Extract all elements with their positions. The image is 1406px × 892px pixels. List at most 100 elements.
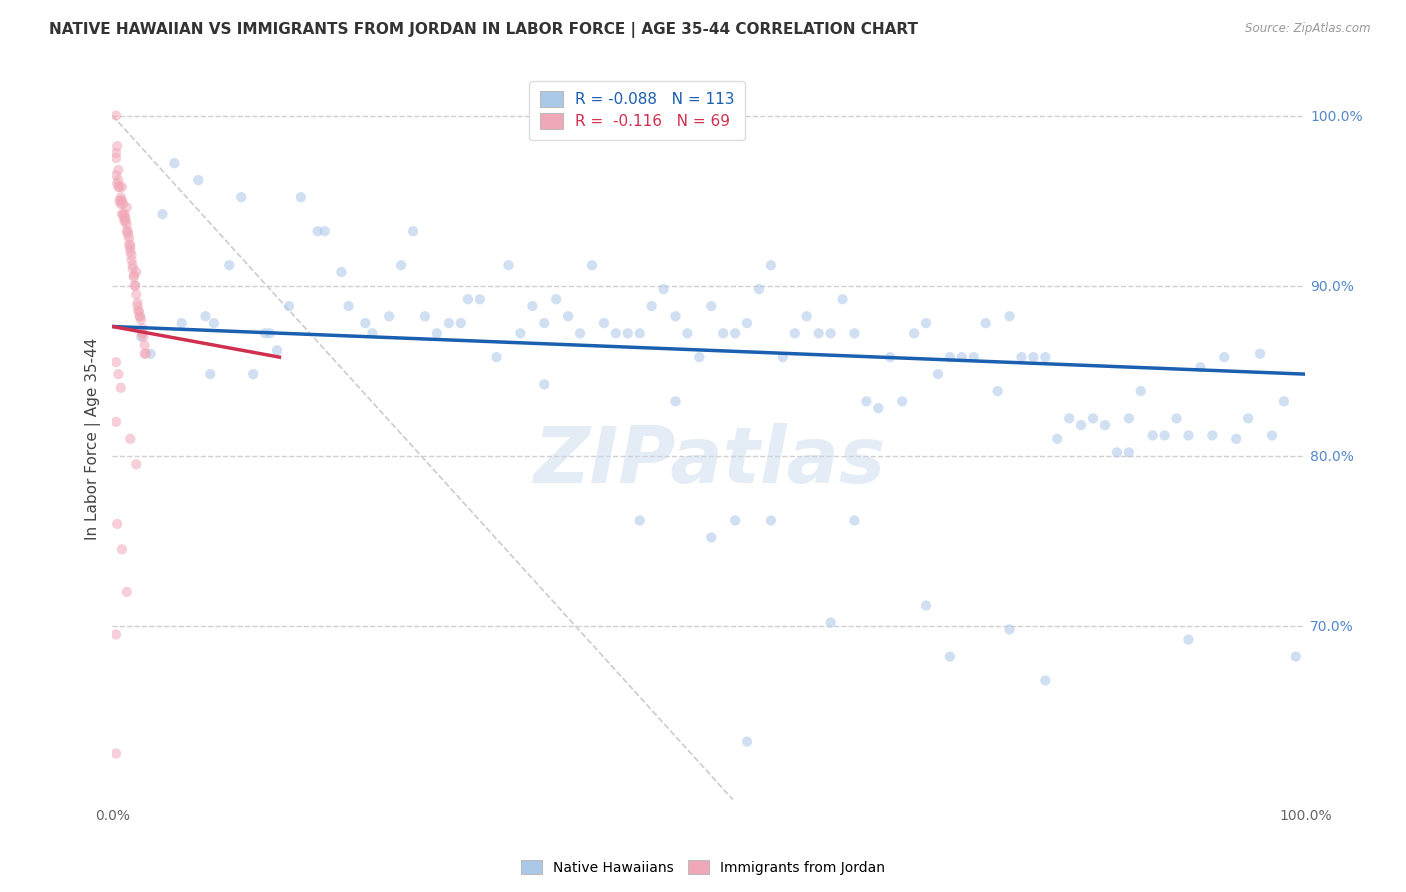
Point (772, 350, 794, 364)
Point (868, 401, 890, 416)
Point (107, 367, 129, 381)
Point (112, 207, 135, 221)
Point (688, 350, 710, 364)
Point (125, 265, 148, 279)
Point (605, 326, 627, 341)
Point (1272, 394, 1295, 409)
Point (522, 299, 544, 313)
Point (1142, 428, 1164, 442)
Point (807, 326, 830, 341)
Point (111, 207, 134, 221)
Point (735, 316, 758, 330)
Point (121, 258, 143, 272)
Point (120, 241, 142, 255)
Point (533, 377, 555, 392)
Point (1153, 428, 1175, 442)
Point (104, 415, 127, 429)
Point (748, 282, 770, 296)
Text: ZIPatlas: ZIPatlas (533, 423, 884, 499)
Point (915, 599, 938, 613)
Point (593, 316, 616, 330)
Point (110, 194, 132, 208)
Text: NATIVE HAWAIIAN VS IMMIGRANTS FROM JORDAN IN LABOR FORCE | AGE 35-44 CORRELATION: NATIVE HAWAIIAN VS IMMIGRANTS FROM JORDA… (49, 22, 918, 38)
Point (115, 218, 138, 232)
Point (121, 253, 143, 268)
Point (122, 270, 145, 285)
Point (1105, 445, 1128, 459)
Point (724, 326, 747, 341)
Point (1118, 445, 1140, 459)
Point (361, 326, 384, 341)
Point (129, 312, 152, 326)
Point (127, 295, 149, 310)
Point (1081, 411, 1104, 425)
Point (242, 367, 264, 381)
Point (891, 394, 914, 409)
Point (974, 316, 997, 330)
Point (128, 304, 150, 318)
Point (1237, 411, 1260, 425)
Point (107, 173, 129, 187)
Point (170, 316, 193, 330)
Point (389, 258, 412, 272)
Point (218, 258, 240, 272)
Point (457, 293, 479, 307)
Point (1033, 350, 1056, 364)
Point (112, 197, 135, 211)
Point (104, 747, 127, 761)
Point (266, 343, 288, 358)
Point (112, 214, 135, 228)
Point (640, 299, 662, 313)
Point (114, 214, 136, 228)
Point (118, 231, 141, 245)
Point (617, 326, 640, 341)
Point (533, 316, 555, 330)
Point (125, 287, 148, 301)
Y-axis label: In Labor Force | Age 35-44: In Labor Force | Age 35-44 (86, 337, 101, 540)
Point (796, 310, 818, 324)
Point (437, 316, 460, 330)
Point (107, 180, 129, 194)
Point (1177, 428, 1199, 442)
Point (1118, 411, 1140, 425)
Point (330, 265, 353, 279)
Point (124, 278, 146, 293)
Point (700, 299, 723, 313)
Point (110, 197, 132, 211)
Legend: Native Hawaiians, Immigrants from Jordan: Native Hawaiians, Immigrants from Jordan (516, 855, 890, 880)
Point (152, 207, 174, 221)
Point (509, 326, 531, 341)
Point (783, 326, 806, 341)
Point (111, 194, 134, 208)
Point (105, 139, 128, 153)
Point (676, 326, 699, 341)
Point (202, 316, 225, 330)
Point (557, 310, 579, 324)
Point (120, 237, 142, 252)
Point (468, 293, 491, 307)
Point (135, 347, 157, 361)
Point (1011, 350, 1033, 364)
Point (724, 513, 747, 527)
Point (117, 224, 139, 238)
Point (413, 310, 436, 324)
Point (200, 367, 222, 381)
Point (129, 329, 152, 343)
Point (354, 316, 377, 330)
Point (1249, 347, 1271, 361)
Point (1046, 432, 1069, 446)
Point (104, 109, 127, 123)
Point (259, 326, 281, 341)
Point (950, 350, 973, 364)
Point (1057, 411, 1080, 425)
Point (131, 326, 153, 341)
Point (664, 310, 686, 324)
Point (998, 623, 1021, 637)
Point (108, 194, 131, 208)
Point (628, 513, 651, 527)
Point (485, 350, 508, 364)
Point (118, 237, 141, 252)
Point (120, 432, 142, 446)
Point (121, 248, 143, 262)
Point (1189, 360, 1212, 375)
